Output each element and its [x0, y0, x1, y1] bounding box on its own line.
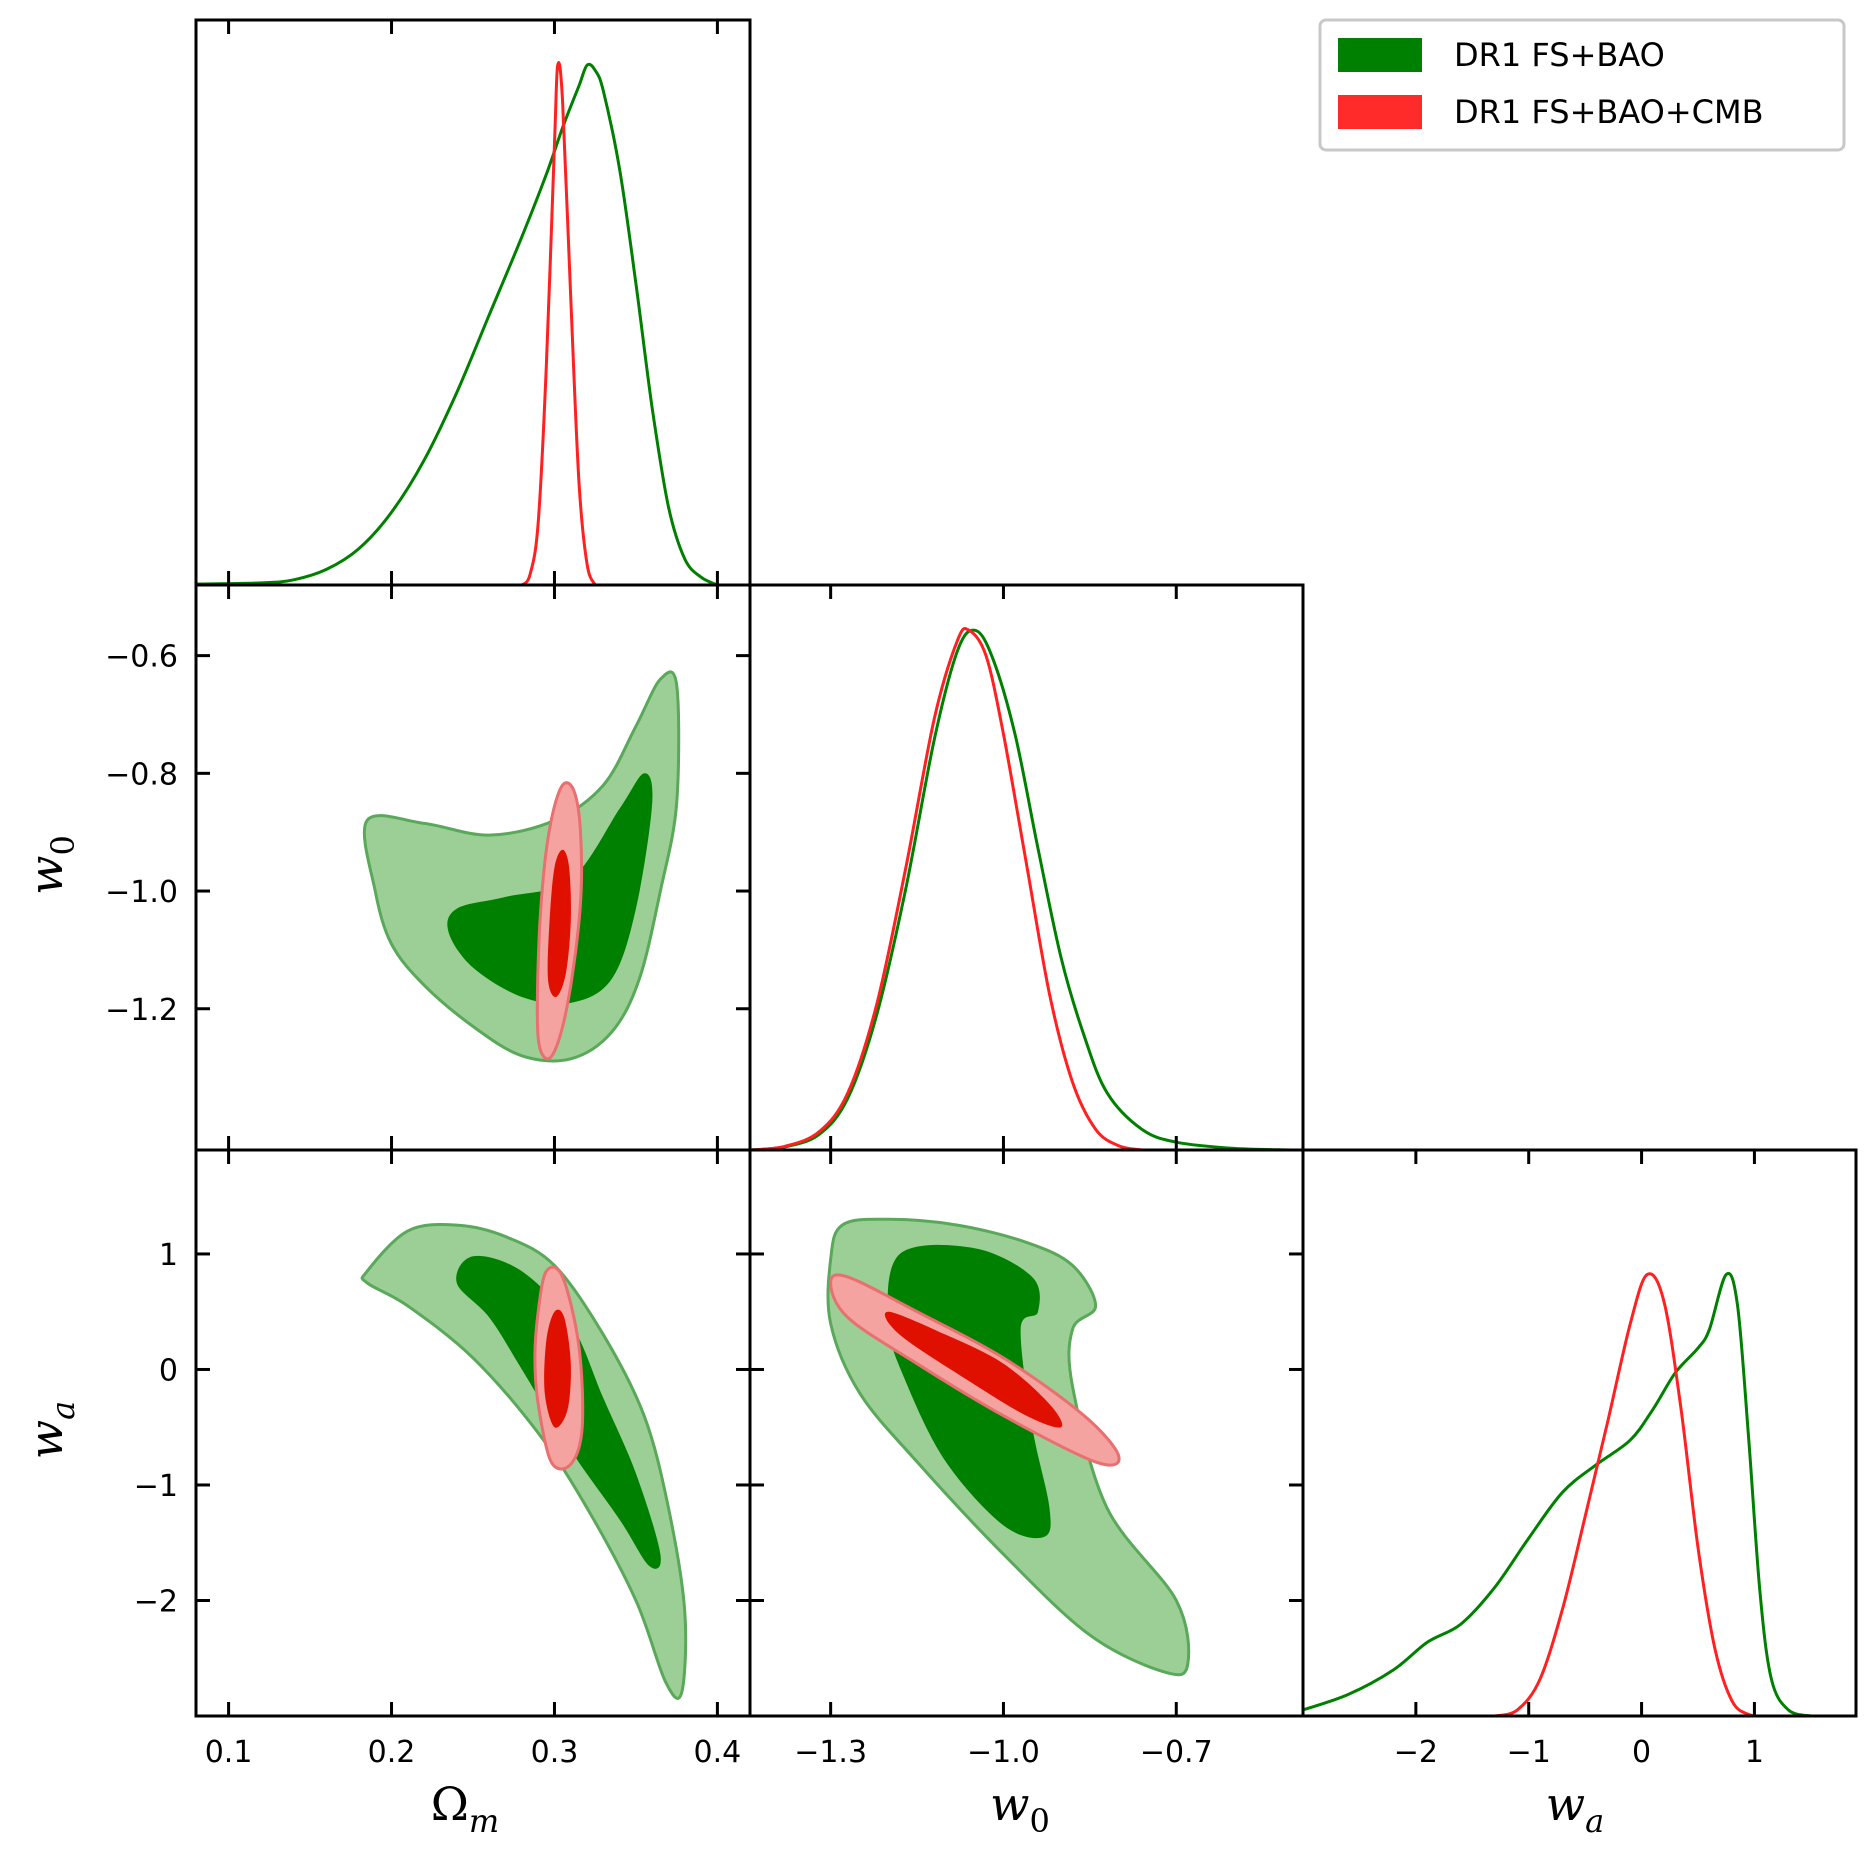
- contour-layer: [360, 670, 1191, 1700]
- contour-inner-fs-bao-cmb-wa_vs_Omega_m: [544, 1309, 571, 1428]
- marginal-line-fs-bao-wa: [1303, 1272, 1812, 1716]
- marginal-line-fs-bao-cmb-w0: [750, 626, 1142, 1150]
- y-tick-label-w0-1: −0.8: [105, 757, 178, 792]
- y-tick-label-wa-1: 0: [159, 1353, 178, 1388]
- tick-layer: 0.1 0.2 0.3 0.4 −1.3 −1.0 −0.7 −2 −1 0 1 −0.6 −0.8 −1…: [105, 20, 1764, 1770]
- x-tick-label-Omega_m-1: 0.2: [368, 1735, 416, 1770]
- contour-inner-fs-bao-cmb-wa_vs_w0: [884, 1311, 1063, 1428]
- x-tick-label-w0-1: −1.0: [967, 1735, 1040, 1770]
- frame-layer: [194, 18, 1858, 1718]
- legend: DR1 FS+BAO DR1 FS+BAO+CMB: [1318, 18, 1846, 152]
- x-tick-label-Omega_m-0: 0.1: [205, 1735, 253, 1770]
- x-axis-label-wa-base: w: [1546, 1777, 1585, 1831]
- marginal-panel-wa: [1303, 1272, 1812, 1716]
- panel-frame-r2c2: [1301, 1148, 1858, 1718]
- legend-swatch-fs-bao: [1338, 38, 1422, 72]
- panel-w0_vs_Omega_m: [362, 670, 681, 1063]
- legend-label-fs-bao-cmb: DR1 FS+BAO+CMB: [1454, 93, 1764, 131]
- marginal-line-fs-bao-w0: [750, 628, 1292, 1150]
- contour-inner-fs-bao-cmb-w0_vs_Omega_m: [547, 849, 571, 998]
- x-axis-label-wa-sub: a: [1585, 1802, 1604, 1840]
- marginal-panel-w0: [750, 626, 1292, 1150]
- x-axis-label-omega-m-base: Ω: [431, 1777, 469, 1831]
- y-tick-label-w0-3: −1.2: [105, 993, 178, 1028]
- legend-label-fs-bao: DR1 FS+BAO: [1454, 36, 1665, 74]
- x-tick-label-wa-1: −1: [1507, 1735, 1551, 1770]
- marginal-line-fs-bao-cmb-wa: [1494, 1272, 1766, 1716]
- contour-outer-fs-bao-wa_vs_Omega_m: [360, 1222, 688, 1700]
- panel-wa_vs_w0: [826, 1217, 1191, 1677]
- x-tick-label-wa-3: 1: [1745, 1735, 1764, 1770]
- y-tick-label-w0-2: −1.0: [105, 875, 178, 910]
- x-tick-label-w0-0: −1.3: [794, 1735, 867, 1770]
- x-axis-label-omega-m-sub: m: [469, 1802, 499, 1840]
- y-axis-label-wa-sub: a: [44, 1401, 82, 1420]
- x-axis-label-omega-m: Ωm: [431, 1777, 499, 1840]
- y-axis-label-w0-sub: 0: [44, 835, 82, 855]
- legend-swatch-fs-bao-cmb: [1338, 95, 1422, 129]
- x-tick-label-Omega_m-2: 0.3: [531, 1735, 579, 1770]
- x-tick-label-wa-0: −2: [1394, 1735, 1438, 1770]
- x-axis-label-w0: w0: [990, 1777, 1050, 1840]
- y-axis-label-wa-base: w: [19, 1420, 73, 1459]
- panel-wa_vs_Omega_m: [360, 1222, 688, 1700]
- y-axis-label-w0-base: w: [19, 855, 73, 894]
- x-tick-label-w0-2: −0.7: [1140, 1735, 1213, 1770]
- marginal-line-fs-bao-cmb-Omega_m: [520, 60, 597, 585]
- x-axis-label-w0-sub: 0: [1030, 1802, 1050, 1840]
- x-axis-label-w0-base: w: [990, 1777, 1029, 1831]
- y-axis-label-w0: w0: [19, 835, 82, 895]
- y-axis-label-wa: wa: [19, 1401, 82, 1459]
- y-tick-label-wa-3: −2: [134, 1584, 178, 1619]
- y-tick-label-w0-0: −0.6: [105, 640, 178, 675]
- x-tick-label-wa-2: 0: [1632, 1735, 1651, 1770]
- contour-inner-fs-bao-w0_vs_Omega_m: [447, 773, 653, 1005]
- x-axis-label-wa: wa: [1546, 1777, 1604, 1840]
- y-tick-label-wa-2: −1: [134, 1469, 178, 1504]
- legend-box: [1318, 18, 1846, 152]
- y-tick-label-wa-0: 1: [159, 1238, 178, 1273]
- marginal-line-fs-bao-Omega_m: [196, 62, 719, 585]
- x-tick-label-Omega_m-3: 0.4: [694, 1735, 742, 1770]
- marginal-layer: [196, 60, 1812, 1716]
- marginal-panel-Omega_m: [196, 60, 719, 585]
